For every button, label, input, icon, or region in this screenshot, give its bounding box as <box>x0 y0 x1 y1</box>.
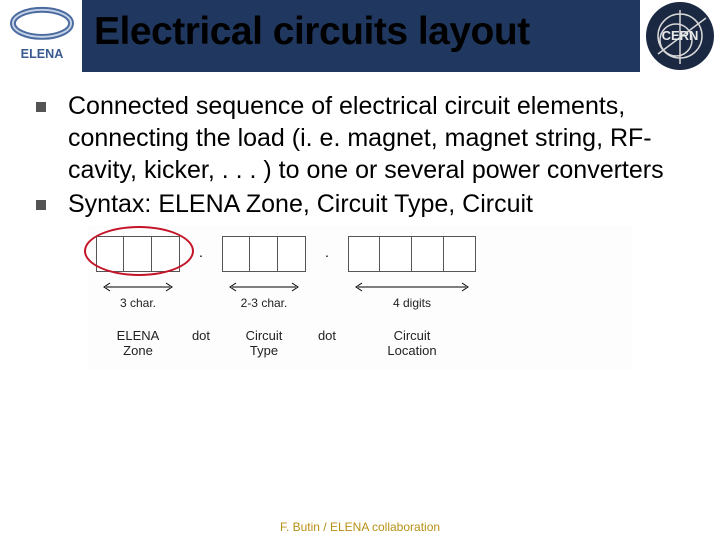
cern-logo: CERN <box>646 2 714 70</box>
diagram-cell <box>152 236 180 272</box>
cern-logo-icon: CERN <box>648 4 712 68</box>
diagram-label: CircuitType <box>222 328 306 358</box>
diagram-cell <box>278 236 306 272</box>
double-arrow-icon <box>352 280 472 294</box>
diagram-labels-row: ELENAZonedotCircuitTypedotCircuitLocatio… <box>96 328 624 358</box>
bullet-marker-icon <box>36 200 46 210</box>
svg-text:ELENA: ELENA <box>21 47 64 61</box>
arrow-label: 4 digits <box>348 296 476 310</box>
bullet-item: Syntax: ELENA Zone, Circuit Type, Circui… <box>36 188 684 220</box>
elena-logo-icon: ELENA <box>8 4 76 64</box>
diagram-box-group <box>96 236 180 272</box>
diagram-box-group <box>222 236 306 272</box>
diagram-arrow: 2-3 char. <box>222 280 306 310</box>
diagram-cell <box>444 236 476 272</box>
diagram-box-group <box>348 236 476 272</box>
dot-separator: . <box>180 244 222 260</box>
svg-text:CERN: CERN <box>662 28 699 43</box>
diagram-cell <box>222 236 250 272</box>
slide-header: ELENA Electrical circuits layout CERN <box>0 0 720 72</box>
diagram-label: dot <box>306 328 348 358</box>
bullet-text: Syntax: ELENA Zone, Circuit Type, Circui… <box>68 188 533 220</box>
diagram-cell <box>412 236 444 272</box>
slide-title: Electrical circuits layout <box>94 10 530 54</box>
diagram-label: ELENAZone <box>96 328 180 358</box>
diagram-label: CircuitLocation <box>348 328 476 358</box>
dot-separator: . <box>306 244 348 260</box>
diagram-boxes-row: .. <box>96 232 624 276</box>
diagram-arrow: 3 char. <box>96 280 180 310</box>
diagram-cell <box>250 236 278 272</box>
arrow-label: 2-3 char. <box>222 296 306 310</box>
diagram-cell <box>124 236 152 272</box>
double-arrow-icon <box>226 280 302 294</box>
diagram-arrows-row: 3 char. 2-3 char. 4 digits <box>96 280 624 310</box>
diagram-cell <box>348 236 380 272</box>
bullet-item: Connected sequence of electrical circuit… <box>36 90 684 186</box>
diagram-cell <box>96 236 124 272</box>
content-area: Connected sequence of electrical circuit… <box>0 72 720 370</box>
arrow-label: 3 char. <box>96 296 180 310</box>
elena-logo: ELENA <box>8 4 76 64</box>
syntax-diagram: .. 3 char.2-3 char.4 digits ELENAZonedot… <box>88 226 632 370</box>
slide-footer: F. Butin / ELENA collaboration <box>0 520 720 534</box>
bullet-text: Connected sequence of electrical circuit… <box>68 90 684 186</box>
double-arrow-icon <box>100 280 176 294</box>
diagram-arrow: 4 digits <box>348 280 476 310</box>
diagram-label: dot <box>180 328 222 358</box>
bullet-marker-icon <box>36 102 46 112</box>
diagram-cell <box>380 236 412 272</box>
